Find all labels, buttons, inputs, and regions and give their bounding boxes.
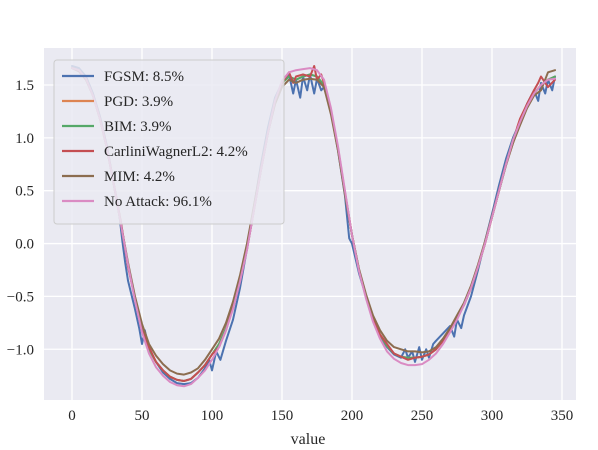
x-tick-label: 0 <box>68 408 76 424</box>
x-tick-label: 150 <box>271 408 294 424</box>
series-lines <box>71 65 556 388</box>
x-tick-label: 200 <box>341 408 364 424</box>
legend-entry-label: No Attack: 96.1% <box>104 194 212 210</box>
legend: FGSM: 8.5% PGD: 3.9% BIM: 3.9% CarliniWagne… <box>53 59 285 225</box>
y-tick-label: 1.0 <box>15 131 34 147</box>
x-tick-label: 50 <box>135 408 150 424</box>
x-tick-labels: 0 50 100 150 200 250 300 350 <box>68 408 573 424</box>
x-tick-label: 100 <box>201 408 224 424</box>
legend-entry-label: BIM: 3.9% <box>104 119 172 135</box>
y-tick-label: −1.0 <box>7 342 34 358</box>
legend-entry-label: FGSM: 8.5% <box>104 69 184 85</box>
legend-entry-label: MIM: 4.2% <box>104 169 175 185</box>
y-tick-labels: −1.0 −0.5 0.0 0.5 1.0 1.5 <box>7 78 34 358</box>
legend-entry-label: PGD: 3.9% <box>104 94 173 110</box>
x-tick-label: 250 <box>411 408 434 424</box>
legend-entry-label: CarliniWagnerL2: 4.2% <box>104 144 248 160</box>
x-tick-label: 350 <box>551 408 574 424</box>
x-axis-label: value <box>291 431 326 448</box>
y-tick-label: −0.5 <box>7 289 34 305</box>
y-tick-label: 1.5 <box>15 78 34 94</box>
y-tick-label: 0.0 <box>15 237 34 253</box>
y-tick-label: 0.5 <box>15 184 34 200</box>
x-tick-label: 300 <box>481 408 504 424</box>
legend-frame <box>53 59 285 225</box>
series-line-6 <box>71 67 556 388</box>
